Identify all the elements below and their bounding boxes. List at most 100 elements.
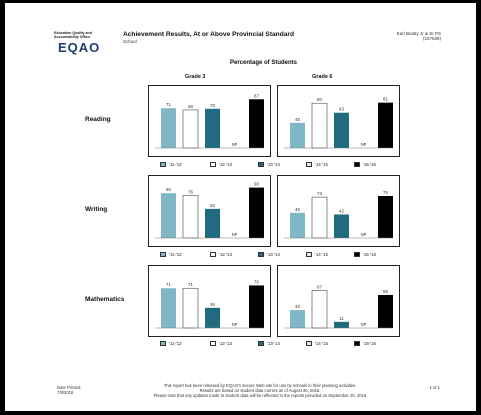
chart-math-grade6: 32 67 11 NP 59 [277, 265, 400, 337]
legend-swatch [306, 252, 312, 257]
org-line-2: Accountability Office [54, 35, 90, 39]
chart-writing-grade6: 45 73 42 NP 75 [277, 175, 400, 247]
bar-value-label: 87 [254, 93, 259, 98]
legend-item: '14-'15 [306, 341, 328, 346]
legend-item: '13-'14 [258, 162, 280, 167]
bar-value-label: 90 [254, 182, 259, 187]
bar-value-label: 32 [295, 304, 300, 309]
legend-swatch [258, 162, 264, 167]
bar-value-label: 45 [295, 207, 300, 212]
legend-label: '13-'14 [267, 341, 280, 346]
date-label: Date Printed: [57, 385, 82, 390]
legend-label: '14-'15 [315, 341, 328, 346]
org-line-1: Education Quality and [54, 31, 92, 35]
np-label: NP [232, 322, 238, 327]
legend-swatch [160, 252, 166, 257]
date-value: 7/8/2016 [57, 390, 74, 395]
legend-item: '13-'14 [258, 341, 280, 346]
bar-4 [249, 99, 264, 148]
subject-writing: Writing [85, 206, 108, 213]
chart-writing-grade3: 80 76 52 NP 90 [148, 175, 271, 247]
bar-value-label: 42 [339, 208, 344, 213]
legend-item: '13-'14 [258, 252, 280, 257]
page-number: 1 of 1 [429, 385, 440, 390]
grade-3-heading: Grade 3 [185, 74, 206, 80]
eqao-logo: EQAO [58, 40, 101, 55]
bar-0 [161, 108, 176, 148]
bar-1 [182, 195, 199, 239]
np-label: NP [361, 322, 367, 327]
bar-chart-svg: 80 76 52 NP 90 [155, 182, 264, 239]
school-name: Earl Beatty Jr & Sr PS [396, 31, 441, 36]
bar-value-label: 81 [383, 97, 388, 102]
bar-1 [311, 196, 328, 239]
legend-swatch [354, 252, 360, 257]
date-printed: Date Printed: 7/8/2016 [57, 385, 81, 395]
legend-item: '11-'12 [160, 252, 182, 257]
subject-mathematics: Mathematics [85, 296, 125, 303]
bar-chart-svg: 45 80 63 NP 81 [284, 97, 393, 149]
legend-label: '11-'12 [169, 252, 182, 257]
legend-swatch [306, 341, 312, 346]
legend-label: '11-'12 [169, 341, 182, 346]
bar-1 [311, 102, 328, 149]
bar-2 [334, 112, 349, 148]
bar-2 [334, 214, 349, 238]
legend-label: '14-'15 [315, 252, 328, 257]
legend-label: '14-'15 [315, 162, 328, 167]
footer-line-1: This report has been released by EQAO's … [163, 383, 357, 388]
np-label: NP [232, 232, 238, 237]
footer-note: This report has been released by EQAO's … [105, 383, 415, 398]
legend-label: '13-'14 [267, 252, 280, 257]
bar-chart-svg: 71 68 70 NP 87 [155, 93, 264, 149]
org-name: Education Quality and Accountability Off… [54, 31, 114, 39]
legend-swatch [306, 162, 312, 167]
chart-math-grade3: 71 71 36 NP 76 [148, 265, 271, 337]
grade-6-heading: Grade 6 [312, 74, 333, 80]
legend-swatch [160, 162, 166, 167]
legend-swatch [354, 162, 360, 167]
bar-4 [378, 294, 393, 328]
bar-value-label: 68 [188, 104, 193, 109]
bar-0 [290, 310, 305, 328]
legend-swatch [160, 341, 166, 346]
legend-swatch [210, 252, 216, 257]
bar-value-label: 59 [383, 289, 388, 294]
bar-2 [334, 321, 349, 328]
bar-1 [182, 287, 199, 329]
bar-2 [205, 108, 220, 148]
bar-0 [290, 212, 305, 238]
legend-item: '11-'12 [160, 162, 182, 167]
legend-swatch [210, 341, 216, 346]
report-title: Achievement Results, At or Above Provinc… [123, 31, 294, 38]
bar-value-label: 75 [383, 190, 388, 195]
legend-label: '12-'13 [219, 341, 232, 346]
bar-value-label: 80 [317, 97, 322, 102]
legend-label: '15-'16 [363, 162, 376, 167]
bar-value-label: 67 [317, 284, 322, 289]
bar-value-label: 71 [188, 282, 193, 287]
bar-4 [249, 285, 264, 328]
bar-value-label: 52 [210, 203, 215, 208]
bar-value-label: 76 [188, 189, 193, 194]
percentage-title: Percentage of Students [230, 60, 298, 66]
legend-item: '11-'12 [160, 341, 182, 346]
chart-reading-grade3: 71 68 70 NP 87 [148, 85, 271, 157]
legend-label: '11-'12 [169, 162, 182, 167]
np-label: NP [361, 142, 367, 147]
school-id: (157635) [422, 36, 441, 41]
report-subtitle: School [123, 39, 137, 44]
bar-0 [161, 288, 176, 328]
bar-value-label: 73 [317, 191, 322, 196]
bar-chart-svg: 71 71 36 NP 76 [155, 279, 264, 329]
bar-value-label: 36 [210, 302, 215, 307]
bar-0 [161, 193, 176, 238]
legend-item: '12-'13 [210, 162, 232, 167]
bar-value-label: 80 [166, 187, 171, 192]
legend-swatch [354, 341, 360, 346]
legend-swatch [258, 341, 264, 346]
chart-reading-grade6: 45 80 63 NP 81 [277, 85, 400, 157]
legend-item: '12-'13 [210, 252, 232, 257]
np-label: NP [232, 142, 238, 147]
legend-item: '14-'15 [306, 252, 328, 257]
